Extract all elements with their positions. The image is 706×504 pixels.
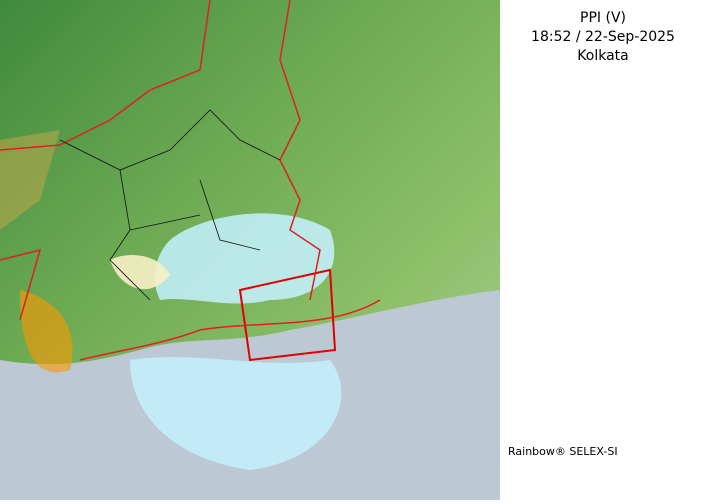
echo (130, 357, 342, 470)
map (0, 0, 500, 500)
district-lines (59, 109, 281, 301)
coast-river (238, 268, 337, 362)
time: 18:52 / 22-Sep-2025 (531, 29, 675, 45)
echo (110, 255, 170, 290)
title: PPI (V) (580, 10, 626, 26)
side-panel (500, 0, 706, 500)
hills (0, 130, 60, 230)
border (0, 0, 381, 361)
echo (20, 290, 73, 373)
station: Kolkata (577, 48, 628, 64)
echo (154, 213, 335, 304)
footer: Rainbow® SELEX-SI (508, 445, 618, 458)
